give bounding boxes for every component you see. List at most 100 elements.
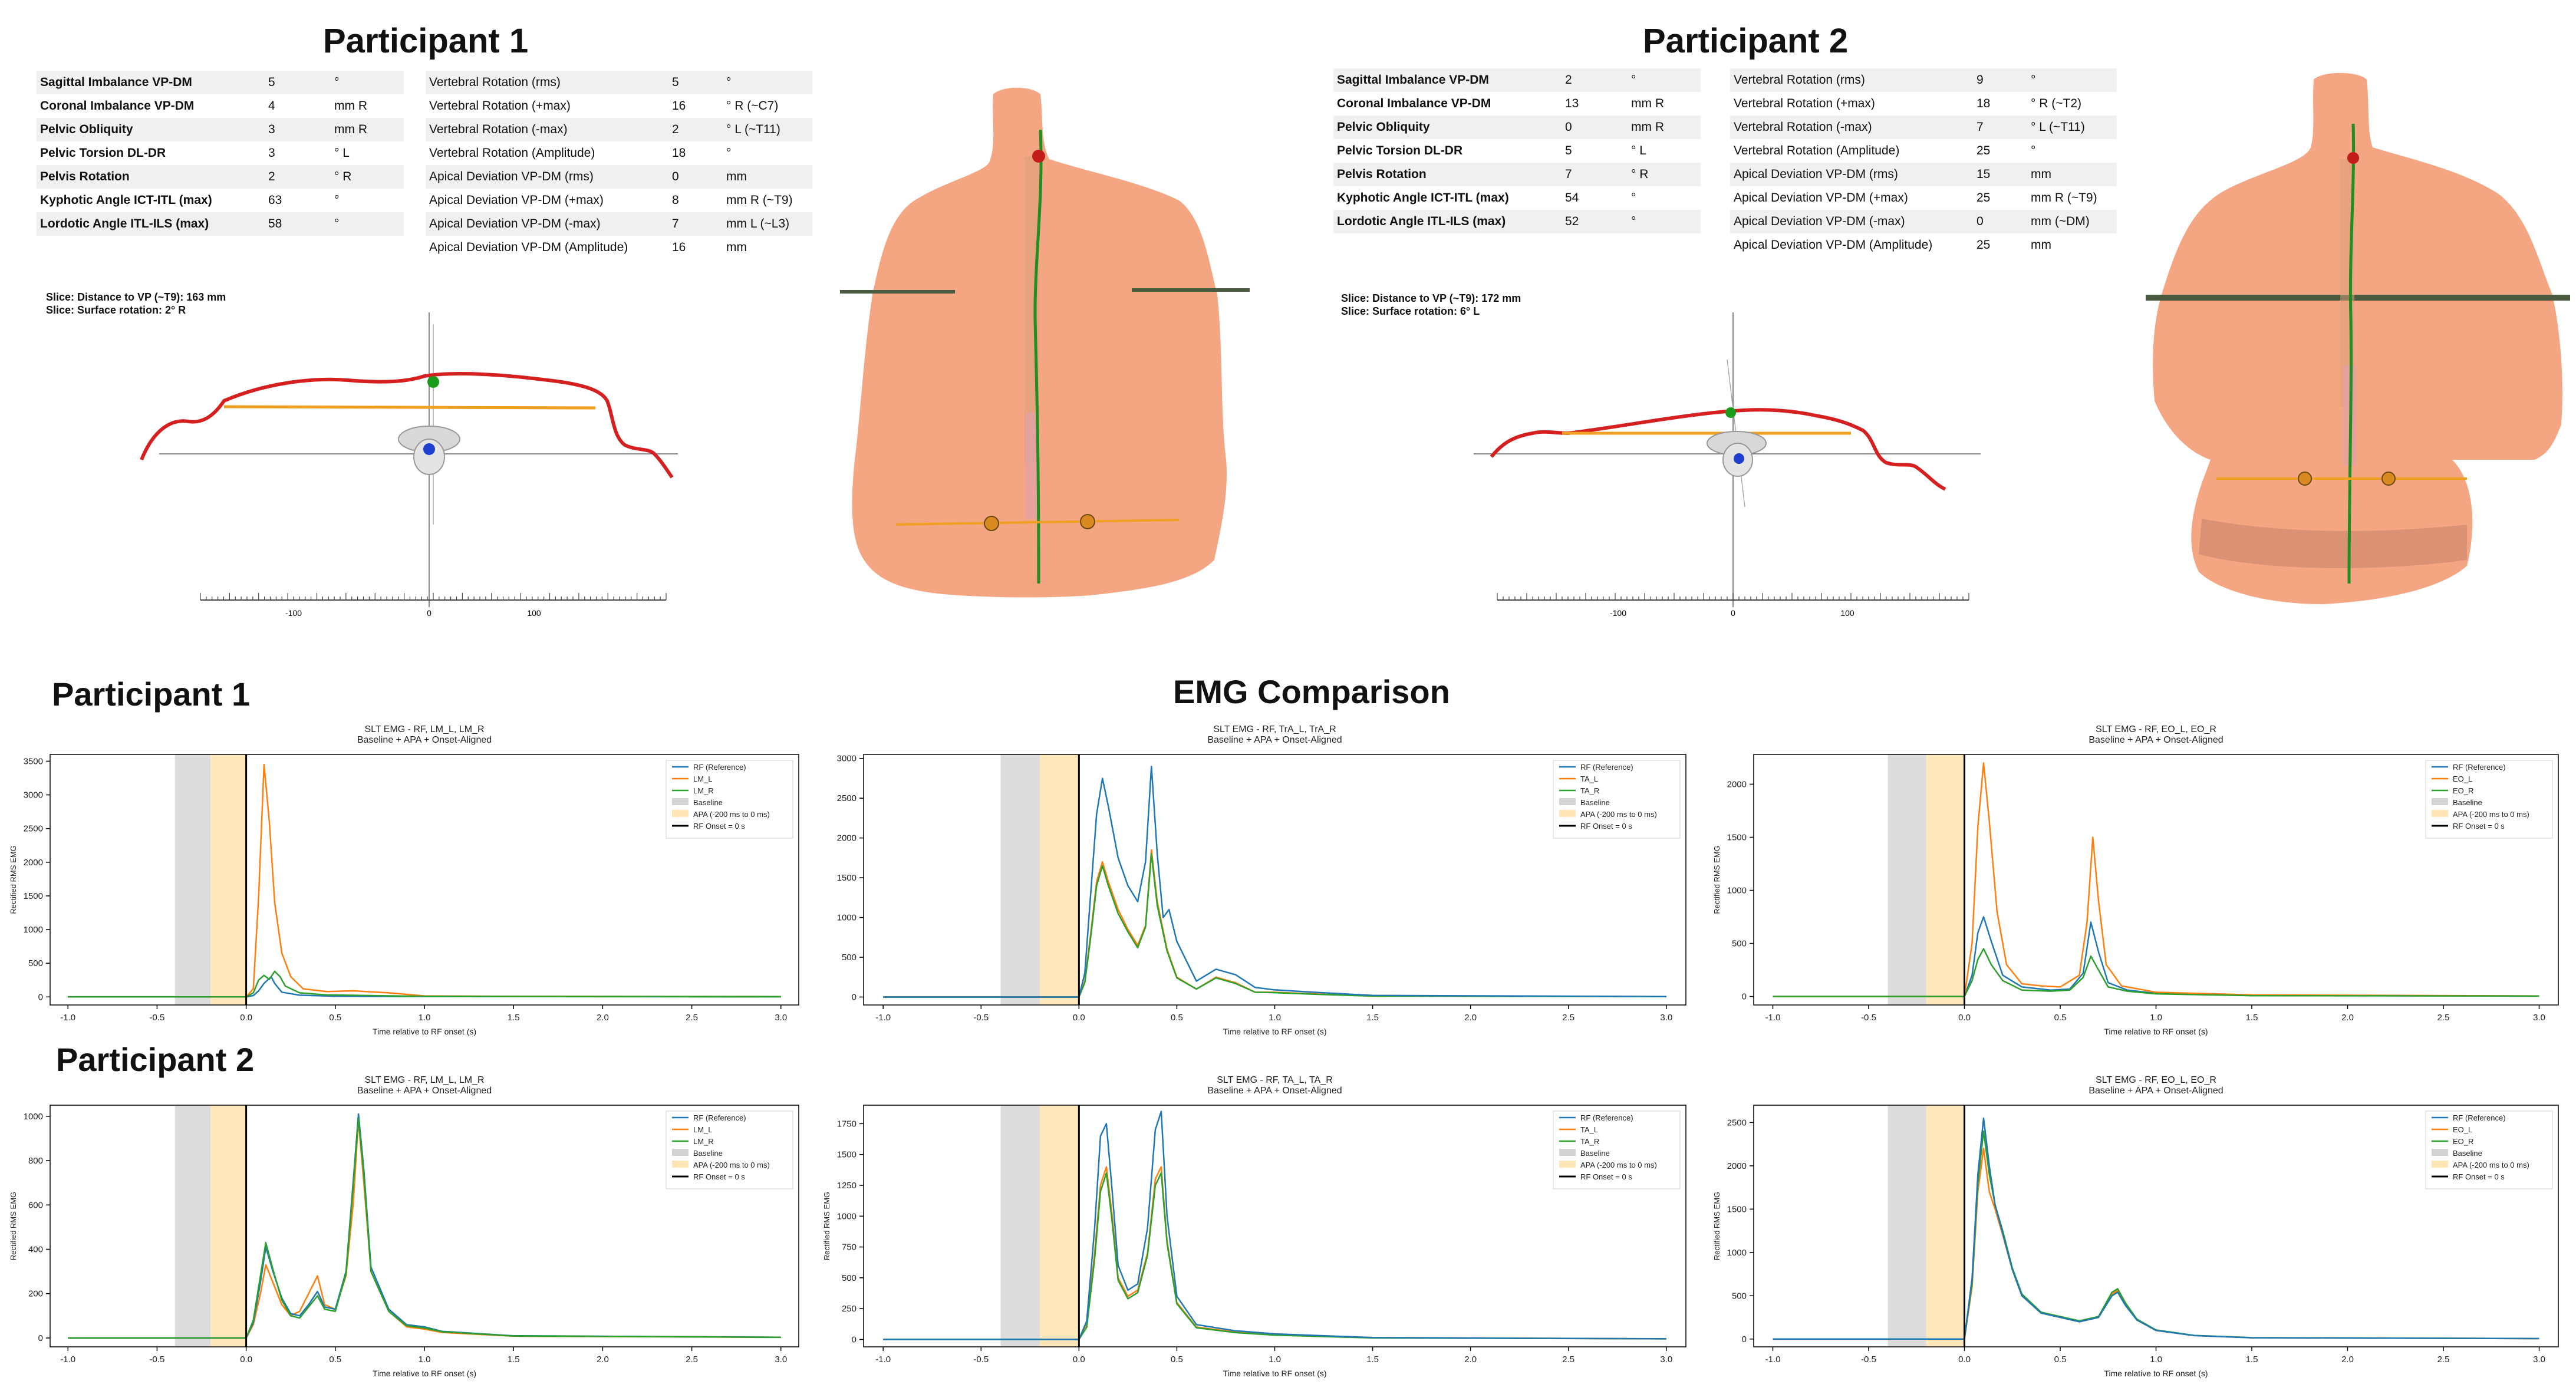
param-row: Apical Deviation VP-DM (rms) 15 mm bbox=[1730, 163, 2117, 186]
param-value: 5 bbox=[1565, 144, 1572, 157]
chart-subtitle: Baseline + APA + Onset-Aligned bbox=[1207, 735, 1342, 745]
x-tick-label: -1.0 bbox=[60, 1355, 75, 1365]
y-tick-label: 500 bbox=[842, 1273, 857, 1283]
p2-back-surface-render bbox=[2146, 72, 2570, 604]
x-tick-label: 0.5 bbox=[2054, 1013, 2067, 1023]
param-unit: mm bbox=[2027, 163, 2117, 186]
x-tick-label: 1.0 bbox=[2150, 1355, 2162, 1365]
p2-scale-label: 0 bbox=[1731, 608, 1735, 618]
x-tick-label: 3.0 bbox=[2533, 1013, 2545, 1023]
param-label: Coronal Imbalance VP-DM bbox=[40, 99, 195, 113]
chart-title: SLT EMG - RF, LM_L, LM_R bbox=[364, 724, 484, 734]
param-value: 13 bbox=[1565, 97, 1579, 110]
x-tick-label: 3.0 bbox=[2533, 1355, 2545, 1365]
param-unit: mm R bbox=[1628, 116, 1701, 139]
param-label: Apical Deviation VP-DM (Amplitude) bbox=[429, 240, 628, 254]
y-tick-label: 3500 bbox=[24, 756, 43, 766]
legend-label: RF Onset = 0 s bbox=[2453, 1172, 2505, 1181]
x-tick-label: 2.5 bbox=[1562, 1355, 1574, 1365]
y-tick-label: 0 bbox=[852, 1334, 857, 1344]
legend-label: RF Onset = 0 s bbox=[693, 1172, 745, 1181]
y-tick-label: 0 bbox=[1742, 1334, 1747, 1344]
legend-swatch bbox=[672, 798, 689, 805]
x-tick-label: -0.5 bbox=[1861, 1013, 1876, 1023]
param-label: Apical Deviation VP-DM (+max) bbox=[1734, 191, 1908, 205]
param-label: Vertebral Rotation (Amplitude) bbox=[1734, 144, 1900, 157]
y-tick-label: 0 bbox=[38, 1333, 43, 1343]
y-axis-label: Rectified RMS EMG bbox=[822, 1192, 831, 1260]
x-tick-label: 1.0 bbox=[2150, 1013, 2162, 1023]
legend-label: RF (Reference) bbox=[693, 763, 746, 772]
x-tick-label: 3.0 bbox=[775, 1013, 787, 1023]
x-tick-label: -0.5 bbox=[149, 1355, 164, 1365]
y-tick-label: 800 bbox=[28, 1156, 43, 1166]
param-value: 25 bbox=[1977, 191, 1991, 205]
p1-slice-info: Slice: Distance to VP (~T9): 163 mm Slic… bbox=[46, 291, 226, 317]
x-axis-label: Time relative to RF onset (s) bbox=[373, 1369, 476, 1378]
param-unit: ° bbox=[1628, 68, 1701, 92]
series-line bbox=[1773, 916, 2539, 997]
param-value: 0 bbox=[1973, 210, 2027, 233]
baseline-span bbox=[1887, 754, 1926, 1005]
x-tick-label: -0.5 bbox=[149, 1013, 164, 1023]
y-tick-label: 2500 bbox=[837, 793, 857, 803]
param-value: 7 bbox=[668, 212, 723, 236]
x-tick-label: 2.0 bbox=[597, 1355, 609, 1365]
x-tick-label: 1.5 bbox=[508, 1355, 520, 1365]
p1-ruler bbox=[200, 593, 667, 600]
legend-label: RF Onset = 0 s bbox=[693, 822, 745, 831]
y-tick-label: 1500 bbox=[837, 1150, 857, 1160]
param-unit: ° R (~T2) bbox=[2031, 97, 2081, 110]
p1-back-surface-render bbox=[840, 87, 1250, 598]
param-row: Kyphotic Angle ICT-ITL (max) 63 ° bbox=[37, 189, 404, 212]
legend-label: RF (Reference) bbox=[2453, 763, 2506, 772]
param-row: Vertebral Rotation (-max) 7 ° L (~T11) bbox=[1730, 116, 2117, 139]
param-label: Vertebral Rotation (-max) bbox=[426, 118, 668, 141]
x-tick-label: 2.0 bbox=[1464, 1355, 1477, 1365]
param-value: 15 bbox=[1973, 163, 2027, 186]
x-tick-label: 3.0 bbox=[775, 1355, 787, 1365]
series-line bbox=[68, 1118, 781, 1339]
series-line bbox=[883, 853, 1666, 998]
apa-span bbox=[1039, 1105, 1079, 1347]
param-label: Kyphotic Angle ICT-ITL (max) bbox=[1337, 191, 1509, 205]
param-value: 54 bbox=[1565, 191, 1579, 205]
param-unit: mm bbox=[2031, 238, 2051, 252]
param-unit: ° R bbox=[331, 165, 404, 189]
legend-label: RF Onset = 0 s bbox=[1580, 1172, 1632, 1181]
legend-swatch bbox=[672, 1149, 689, 1156]
param-value: 2 bbox=[668, 118, 723, 141]
param-unit: mm (~DM) bbox=[2027, 210, 2117, 233]
x-tick-label: 2.5 bbox=[1562, 1013, 1574, 1023]
param-label: Pelvic Torsion DL-DR bbox=[40, 146, 166, 160]
param-value: 7 bbox=[1562, 163, 1628, 186]
param-value: 63 bbox=[268, 193, 282, 207]
x-tick-label: 1.0 bbox=[419, 1013, 431, 1023]
param-row: Vertebral Rotation (rms) 9 ° bbox=[1730, 68, 2117, 92]
param-unit: ° L (~T11) bbox=[2027, 116, 2117, 139]
y-tick-label: 3000 bbox=[24, 790, 43, 800]
chart-subtitle: Baseline + APA + Onset-Aligned bbox=[1207, 1086, 1342, 1096]
param-unit: ° bbox=[1628, 210, 1701, 233]
x-tick-label: 0.0 bbox=[1958, 1355, 1971, 1365]
param-unit: mm bbox=[726, 240, 747, 254]
series-line bbox=[883, 849, 1666, 998]
x-tick-label: -1.0 bbox=[1765, 1013, 1781, 1023]
p2-scale-label: -100 bbox=[1610, 608, 1626, 618]
p2-slice-distance: Slice: Distance to VP (~T9): 172 mm bbox=[1341, 292, 1521, 304]
y-tick-label: 2000 bbox=[24, 858, 43, 868]
y-tick-label: 500 bbox=[1732, 1291, 1747, 1301]
param-unit: mm bbox=[723, 165, 812, 189]
legend-label: Baseline bbox=[1580, 798, 1610, 807]
x-tick-label: -1.0 bbox=[1765, 1355, 1781, 1365]
baseline-span bbox=[1000, 754, 1040, 1005]
legend-label: RF (Reference) bbox=[2453, 1113, 2506, 1122]
legend-label: LM_R bbox=[693, 786, 714, 795]
param-row: Apical Deviation VP-DM (Amplitude) 25 mm bbox=[1730, 233, 2117, 257]
legend-label: APA (-200 ms to 0 ms) bbox=[693, 1161, 770, 1169]
x-tick-label: 2.0 bbox=[2341, 1013, 2354, 1023]
param-label: Vertebral Rotation (-max) bbox=[1730, 116, 1973, 139]
y-tick-label: 1000 bbox=[837, 1211, 857, 1221]
